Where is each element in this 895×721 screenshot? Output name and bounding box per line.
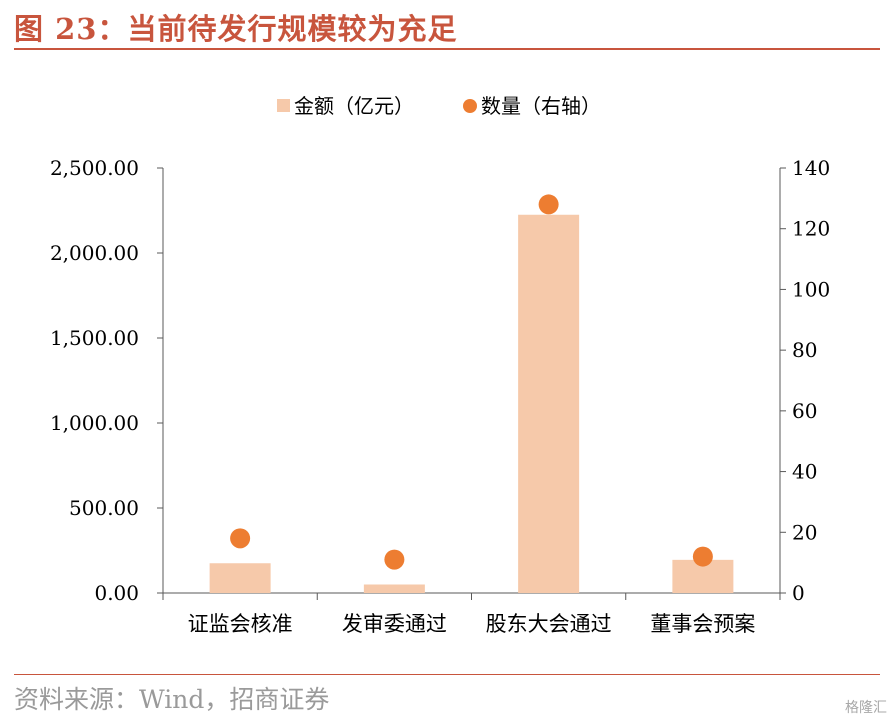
bars	[209, 214, 734, 593]
y-right-tick-label: 40	[792, 460, 817, 484]
y-left-tick-label: 500.00	[69, 496, 139, 520]
y-right-tick-label: 0	[792, 581, 805, 605]
x-tick-label: 股东大会通过	[486, 612, 612, 636]
y-left-tick-label: 1,000.00	[50, 411, 139, 435]
bar	[209, 563, 271, 593]
bar	[518, 214, 580, 593]
bar	[363, 584, 425, 593]
x-tick-label: 发审委通过	[342, 612, 447, 636]
chart: 金额（亿元） 数量（右轴） 0.00 500.00 1,000.00 1,500.00…	[50, 94, 830, 636]
y-right-tick-label: 100	[792, 277, 830, 301]
title-divider	[14, 48, 880, 50]
dot	[538, 194, 559, 215]
y-left-tick-label: 1,500.00	[50, 326, 139, 350]
axes	[162, 168, 781, 594]
y-right-tick-label: 140	[792, 156, 830, 180]
x-tick-label: 董事会预案	[650, 612, 755, 636]
y-right-tick-label: 20	[792, 520, 817, 544]
legend-swatch-bar	[277, 99, 290, 112]
legend: 金额（亿元） 数量（右轴）	[277, 94, 601, 118]
dot	[384, 549, 405, 570]
dot	[692, 546, 713, 567]
source-note: 资料来源：Wind，招商证券	[14, 685, 330, 714]
ticks: 0.00 500.00 1,000.00 1,500.00 2,000.00 2,500.…	[50, 156, 830, 636]
footer-divider	[14, 674, 880, 675]
legend-label-count: 数量（右轴）	[481, 94, 601, 118]
y-right-tick-label: 80	[792, 338, 817, 362]
y-left-tick-label: 0.00	[94, 581, 139, 605]
y-left-tick-label: 2,500.00	[50, 156, 139, 180]
y-left-tick-label: 2,000.00	[50, 241, 139, 265]
page-title: 图 23：当前待发行规模较为充足	[14, 12, 458, 46]
legend-swatch-dot	[463, 99, 477, 113]
y-right-tick-label: 60	[792, 399, 817, 423]
dot	[230, 528, 251, 549]
watermark-logo: 格隆汇	[845, 700, 887, 716]
y-right-tick-label: 120	[792, 217, 830, 241]
x-tick-label: 证监会核准	[188, 612, 293, 636]
legend-label-amount: 金额（亿元）	[294, 94, 414, 118]
dots	[230, 194, 713, 570]
